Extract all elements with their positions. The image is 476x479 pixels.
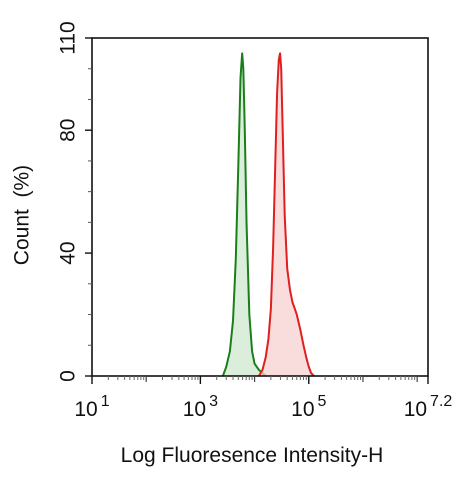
y-tick-label: 80 (57, 119, 80, 142)
series-2-fill (258, 53, 315, 377)
y-axis-title: Count (%) (11, 165, 34, 265)
series-1-line (221, 52, 267, 377)
x-tick-label: 10 7.2 (404, 393, 453, 421)
series-2-line (258, 52, 315, 377)
series-1-fill (222, 53, 266, 377)
x-axis-title: Log Fluoresence Intensity-H (121, 444, 384, 467)
x-tick-label: 10 1 (74, 393, 109, 421)
ticks-layer: 0 40 80 110 10 1 10 3 10 5 10 7.2 (57, 21, 453, 421)
y-tick-label: 0 (57, 370, 80, 382)
x-tick-label: 10 5 (291, 393, 326, 421)
plot-frame (91, 37, 429, 377)
y-tick-label: 110 (57, 21, 80, 54)
y-tick-label: 40 (57, 241, 80, 264)
series-layer (221, 52, 315, 377)
x-tick-label: 10 3 (183, 393, 218, 421)
